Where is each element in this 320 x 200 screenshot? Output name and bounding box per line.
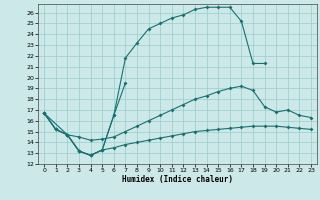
X-axis label: Humidex (Indice chaleur): Humidex (Indice chaleur): [122, 175, 233, 184]
